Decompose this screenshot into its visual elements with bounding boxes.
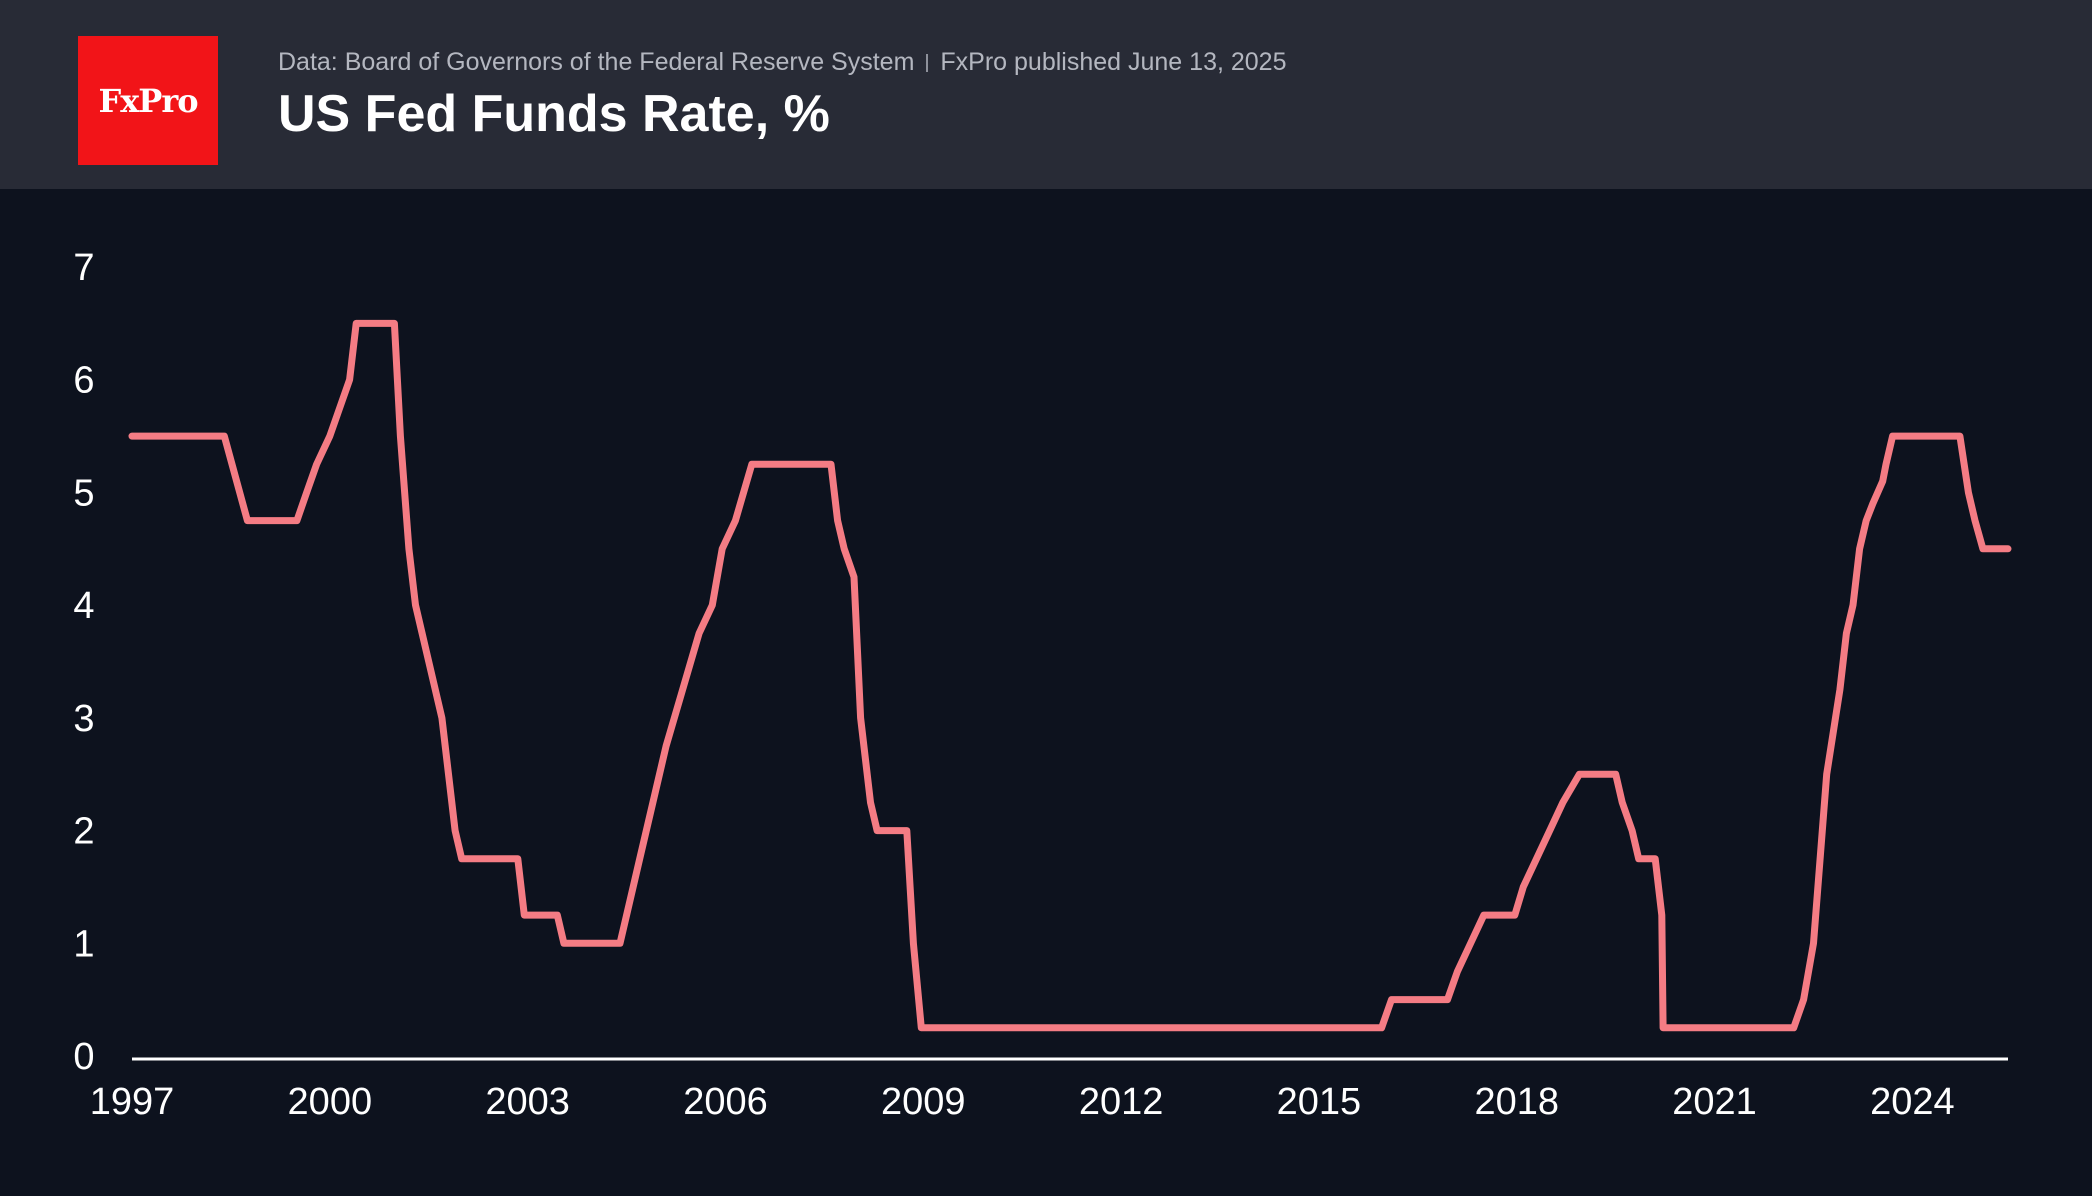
y-tick-label: 4	[73, 585, 94, 627]
y-tick-label: 6	[73, 360, 94, 402]
published-date: FxPro published June 13, 2025	[940, 48, 1287, 76]
data-source: Data: Board of Governors of the Federal …	[278, 48, 915, 76]
y-tick-label: 5	[73, 472, 94, 514]
x-tick-label: 2021	[1672, 1081, 1757, 1123]
y-tick-label: 7	[73, 247, 94, 289]
x-tick-label: 2006	[683, 1081, 768, 1123]
x-tick-label: 2003	[485, 1081, 570, 1123]
x-tick-label: 1997	[90, 1081, 175, 1123]
y-tick-label: 2	[73, 811, 94, 853]
y-tick-label: 1	[73, 923, 94, 965]
x-tick-label: 2000	[288, 1081, 373, 1123]
source-line: Data: Board of Governors of the Federal …	[278, 48, 1286, 77]
chart-header: FxPro Data: Board of Governors of the Fe…	[0, 0, 2092, 189]
fxpro-logo: FxPro	[78, 36, 218, 165]
separator	[926, 54, 929, 72]
x-tick-label: 2015	[1277, 1081, 1362, 1123]
y-axis-ticks: 0 1 2 3 4 5 6 7	[73, 247, 94, 1078]
y-tick-label: 0	[73, 1036, 94, 1078]
x-tick-label: 2024	[1870, 1081, 1955, 1123]
line-chart: 0 1 2 3 4 5 6 7 1997 2000 2003 2006 2009 2012 2015 201…	[73, 247, 2012, 1123]
x-axis-ticks: 1997 2000 2003 2006 2009 2012 2015 2018 2021 2024	[90, 1081, 1955, 1123]
series-line-fed-funds-rate	[128, 319, 2012, 1032]
y-tick-label: 3	[73, 698, 94, 740]
x-tick-label: 2018	[1474, 1081, 1559, 1123]
x-tick-label: 2009	[881, 1081, 966, 1123]
logo-text: FxPro	[98, 81, 198, 120]
chart-title: US Fed Funds Rate, %	[278, 85, 830, 143]
x-tick-label: 2012	[1079, 1081, 1164, 1123]
